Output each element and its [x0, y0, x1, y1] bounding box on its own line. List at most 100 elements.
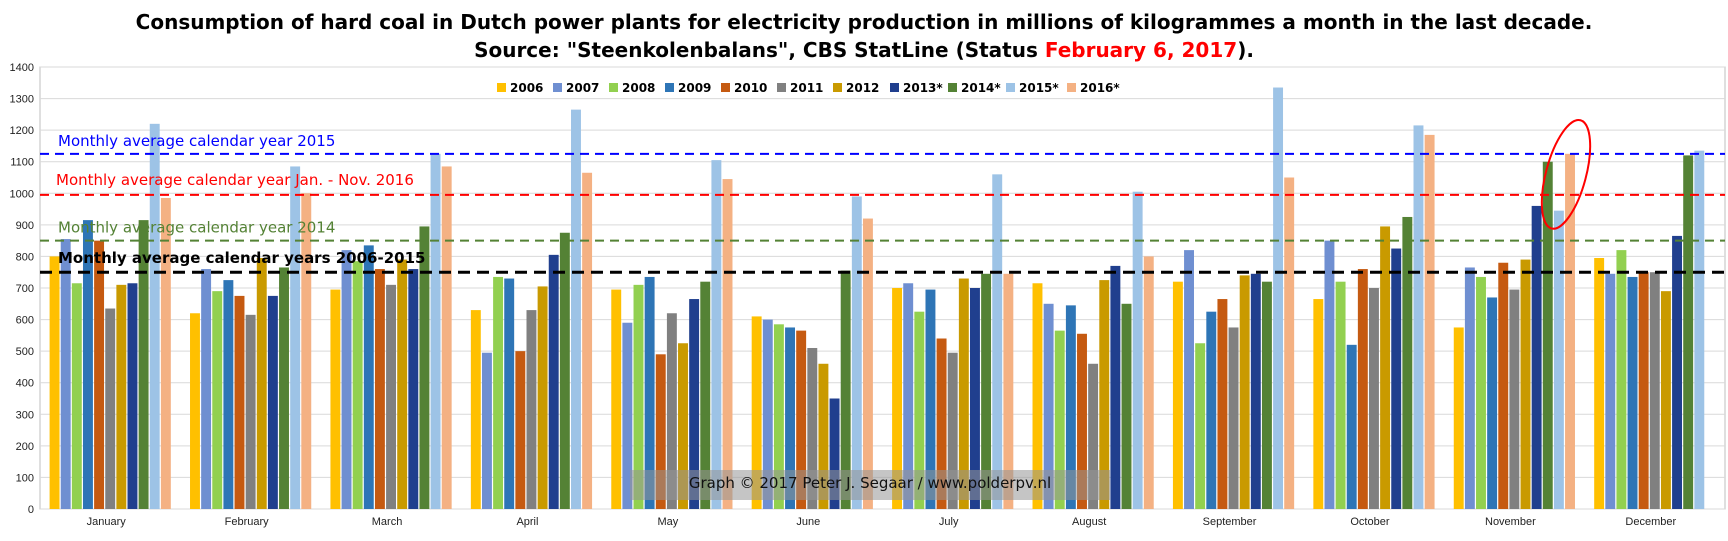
- bar-2011-october: [1368, 288, 1379, 509]
- bar-2013-march: [408, 269, 419, 509]
- credit-text: Graph © 2017 Peter J. Segaar / www.polde…: [688, 474, 1052, 492]
- bar-2016-september: [1284, 177, 1295, 509]
- bar-2006-may: [611, 289, 622, 509]
- bar-2015-september: [1273, 87, 1284, 510]
- bar-2015-may: [711, 160, 722, 509]
- bar-2007-september: [1184, 250, 1194, 509]
- bar-2015-november: [1553, 210, 1564, 509]
- bar-2009-august: [1065, 305, 1076, 509]
- bar-2011-september: [1228, 327, 1239, 509]
- bar-2009-may: [644, 276, 655, 509]
- reference-line-label: Monthly average calendar year Jan. - Nov…: [56, 171, 414, 189]
- bar-2007-may: [622, 322, 633, 509]
- bar-2014-may: [700, 281, 711, 509]
- reference-line-label: Monthly average calendar year 2014: [58, 219, 335, 237]
- bar-2013-may: [689, 299, 700, 509]
- bar-2009-march: [363, 245, 374, 509]
- bar-2012-april: [537, 286, 548, 509]
- legend-swatch: [1006, 83, 1015, 92]
- bar-2015-march: [430, 153, 441, 510]
- bar-2007-march: [341, 250, 352, 509]
- credit-box: [630, 470, 1110, 500]
- bar-2010-june: [796, 330, 807, 509]
- bar-2006-december: [1594, 258, 1605, 509]
- bar-2009-april: [504, 278, 515, 509]
- legend-swatch: [609, 83, 618, 92]
- bar-2014-june: [840, 270, 851, 509]
- legend-swatch: [665, 83, 674, 92]
- bar-2009-february: [223, 280, 234, 509]
- y-tick-label: 900: [16, 220, 34, 232]
- bar-2012-may: [678, 343, 688, 509]
- bar-2006-september: [1172, 281, 1183, 509]
- bar-2012-january: [116, 284, 127, 509]
- legend-swatch: [777, 83, 786, 92]
- bar-2007-august: [1043, 303, 1054, 509]
- bar-2011-august: [1088, 363, 1099, 509]
- bar-2012-march: [397, 259, 408, 509]
- bar-2015-october: [1413, 125, 1424, 510]
- bar-2013-april: [548, 254, 559, 509]
- legend-label: 2016*: [1080, 81, 1120, 95]
- bar-2014-july: [981, 273, 992, 509]
- bar-2010-december: [1638, 272, 1649, 509]
- bar-2011-june: [807, 347, 818, 509]
- legend-label: 2010: [734, 81, 767, 95]
- bar-2012-august: [1099, 280, 1110, 509]
- bar-2016-january: [160, 198, 171, 509]
- bar-2010-october: [1357, 269, 1368, 509]
- bar-2008-january: [71, 283, 82, 509]
- bar-2008-may: [633, 284, 644, 509]
- x-tick-label: October: [1350, 516, 1389, 528]
- legend-label: 2011: [790, 81, 823, 95]
- bar-2013-july: [970, 288, 980, 509]
- subtitle-prefix: Source: "Steenkolenbalans", CBS StatLine…: [474, 38, 1045, 62]
- x-tick-label: March: [372, 516, 403, 528]
- y-tick-label: 300: [16, 409, 34, 421]
- bar-2009-october: [1346, 344, 1357, 509]
- x-tick-label: July: [939, 516, 959, 528]
- bar-2008-february: [212, 291, 223, 509]
- bar-2007-january: [60, 239, 71, 510]
- bar-2010-august: [1077, 333, 1087, 509]
- bar-2007-december: [1605, 273, 1616, 509]
- bar-2014-november: [1542, 161, 1553, 509]
- y-tick-label: 1400: [10, 62, 34, 74]
- legend-swatch: [890, 83, 899, 92]
- bar-2007-july: [903, 283, 914, 509]
- chart-subtitle: Source: "Steenkolenbalans", CBS StatLine…: [0, 38, 1728, 62]
- bar-2007-october: [1324, 240, 1335, 509]
- bar-2012-june: [818, 363, 829, 509]
- bar-2012-july: [958, 278, 969, 509]
- bar-2014-october: [1402, 216, 1413, 509]
- bar-2008-june: [773, 324, 784, 509]
- bar-2016-may: [722, 179, 733, 510]
- y-tick-label: 1000: [10, 188, 34, 200]
- x-tick-label: September: [1203, 516, 1257, 528]
- reference-line-label: Monthly average calendar years 2006-2015: [58, 249, 425, 267]
- bar-2015-june: [851, 196, 862, 509]
- bar-2010-may: [655, 354, 666, 509]
- bar-2014-april: [559, 232, 570, 509]
- legend-swatch: [948, 83, 957, 92]
- bar-2008-september: [1195, 343, 1206, 509]
- bar-2008-november: [1476, 276, 1486, 509]
- bar-2011-november: [1509, 289, 1520, 509]
- y-tick-label: 0: [28, 504, 34, 516]
- bar-2011-july: [947, 352, 958, 509]
- y-tick-label: 1300: [10, 94, 34, 106]
- legend-swatch: [721, 83, 730, 92]
- bar-2012-december: [1660, 291, 1671, 509]
- bar-2006-april: [470, 310, 481, 509]
- bar-2006-july: [892, 288, 903, 509]
- bar-2013-december: [1672, 235, 1683, 509]
- x-tick-label: April: [516, 516, 538, 528]
- y-tick-label: 400: [16, 378, 34, 390]
- bar-2013-november: [1531, 205, 1542, 509]
- bar-2009-september: [1206, 311, 1217, 509]
- bar-2014-january: [138, 220, 149, 509]
- bar-2013-september: [1250, 273, 1261, 509]
- legend-label: 2014*: [961, 81, 1001, 95]
- bar-2016-october: [1424, 134, 1435, 509]
- bar-2015-february: [290, 166, 301, 509]
